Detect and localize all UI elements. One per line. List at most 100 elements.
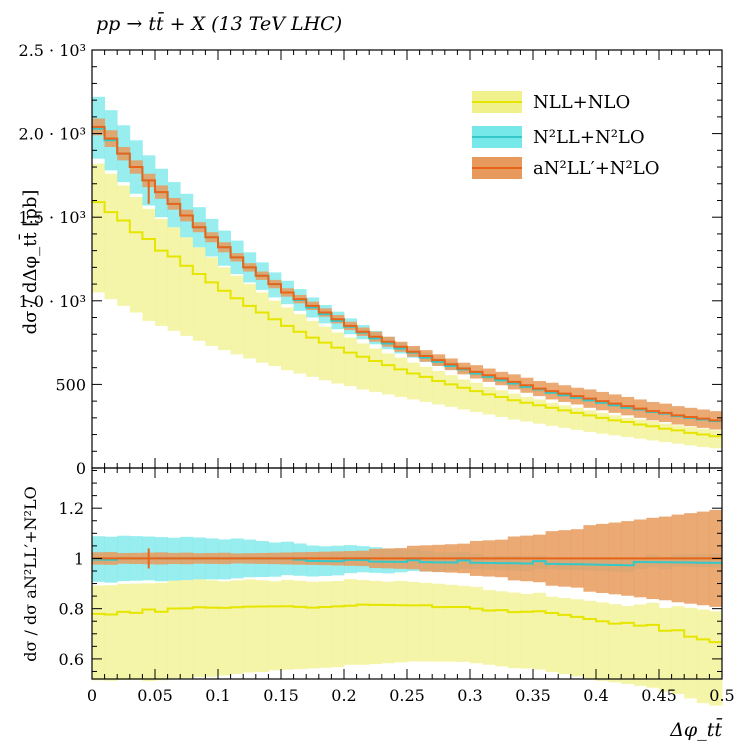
ratio-ticks: 0.6 0.8 1 1.2 <box>59 468 723 679</box>
band-bin-nll-nlo <box>92 163 105 293</box>
x-tick-label: 0.35 <box>515 686 551 705</box>
main-y-tick-label: 2.5 · 10³ <box>19 41 86 60</box>
ratio-lines <box>92 548 722 644</box>
main-lines <box>92 125 722 438</box>
main-y-axis-label: dσ / dΔφ_tt̄ [pb] <box>17 190 41 335</box>
central-line-nll-nlo <box>92 201 722 438</box>
band-bin-nll-nlo <box>432 371 446 405</box>
band-bin-nll-nlo <box>457 379 471 410</box>
x-tick-label: 0.1 <box>205 686 230 705</box>
band-bin-nll-nlo <box>470 382 483 412</box>
x-axis-label: Δφ_tt̄ <box>669 717 722 741</box>
legend: NLL+NLO N²LL+N²LO aN²LL′+N²LO <box>472 91 659 179</box>
x-tick-labels: 0 0.05 0.1 0.15 0.2 0.25 0.3 0.35 0.4 0.45 0.5 <box>87 686 735 705</box>
ratio-band-bin-nll-nlo <box>255 580 269 673</box>
x-tick-label: 0.4 <box>583 686 608 705</box>
ratio-band-bin-nll-nlo <box>192 579 206 678</box>
ratio-line-nll-nlo <box>92 603 722 644</box>
band-bin-nll-nlo <box>608 415 622 436</box>
band-bin-nll-nlo <box>394 357 408 397</box>
ratio-band-bin-nll-nlo <box>407 581 420 662</box>
x-tick-label: 0.15 <box>263 686 299 705</box>
ratio-band-bin-nll-nlo <box>432 583 446 662</box>
band-bin-nll-nlo <box>596 412 609 434</box>
band-bin-nll-nlo <box>281 307 294 371</box>
ratio-band-bin-nll-nlo <box>596 602 609 681</box>
main-y-tick-label: 500 <box>55 375 86 394</box>
band-bin-nll-nlo <box>344 337 357 387</box>
ratio-band-bin-nll-nlo <box>457 585 471 662</box>
main-y-tick-label: 0 <box>76 459 86 478</box>
band-bin-nll-nlo <box>381 353 395 395</box>
band-bin-nll-nlo <box>533 399 546 424</box>
ratio-band-bin-nll-nlo <box>344 579 357 665</box>
band-bin-nll-nlo <box>558 405 572 428</box>
band-bin-nll-nlo <box>671 425 685 444</box>
band-bin-nll-nlo <box>255 292 269 363</box>
main-y-tick-label: 1.0 · 10³ <box>19 292 86 311</box>
main-y-tick-label: 2.0 · 10³ <box>19 125 86 144</box>
ratio-y-tick-label: 0.6 <box>59 650 84 669</box>
main-bands <box>92 96 723 449</box>
band-bin-nll-nlo <box>293 314 307 374</box>
ratio-band-bin-nll-nlo <box>218 581 231 676</box>
x-tick-label: 0.25 <box>389 686 425 705</box>
band-bin-nll-nlo <box>180 237 194 336</box>
central-line-an-ll-n-lo <box>92 125 722 422</box>
ratio-band-bin-nll-nlo <box>507 592 521 669</box>
ratio-band-bin-nll-nlo <box>545 596 559 673</box>
chart-title: pp → tt̄ + X (13 TeV LHC) <box>96 11 342 35</box>
band-bin-nll-nlo <box>306 320 320 377</box>
ratio-band-bin-nll-nlo <box>155 582 168 681</box>
legend-label: NLL+NLO <box>533 92 630 113</box>
ratio-band-bin-nll-nlo <box>243 579 257 673</box>
band-bin-nll-nlo <box>155 218 168 326</box>
band-bin-nll-nlo <box>583 410 597 433</box>
band-bin-nll-nlo <box>218 267 231 351</box>
ratio-band-bin-nll-nlo <box>180 580 194 679</box>
ratio-band-bin-nll-nlo <box>293 580 307 670</box>
ratio-band-bin-nll-nlo <box>684 607 698 699</box>
band-bin-nll-nlo <box>230 275 244 355</box>
main-y-tick-label: 1.5 · 10³ <box>19 208 86 227</box>
band-bin-nll-nlo <box>545 402 559 426</box>
band-bin-nll-nlo <box>268 300 282 367</box>
ratio-band-bin-nll-nlo <box>142 583 156 682</box>
ratio-band-bin-nll-nlo <box>205 580 219 677</box>
band-bin-nll-nlo <box>507 393 521 420</box>
band-bin-nll-nlo <box>646 421 660 441</box>
band-bin-nll-nlo <box>104 173 118 300</box>
ratio-y-tick-label: 0.8 <box>59 600 84 619</box>
ratio-band-bin-nll-nlo <box>570 599 584 677</box>
ratio-band-bin-nll-nlo <box>621 605 635 685</box>
band-bin-nll-nlo <box>495 390 509 417</box>
ratio-band-bin-nll-nlo <box>482 590 496 665</box>
band-bin-nll-nlo <box>709 430 723 449</box>
ratio-band-bin-nll-nlo <box>419 582 433 662</box>
band-bin-nll-nlo <box>205 257 219 346</box>
ratio-band-bin-nll-nlo <box>495 591 509 667</box>
x-tick-label: 0.3 <box>457 686 482 705</box>
ratio-band-bin-nll-nlo <box>318 581 332 668</box>
ratio-band-bin-nll-nlo <box>520 593 534 669</box>
x-tick-label: 0.45 <box>641 686 677 705</box>
x-tick-label: 0.5 <box>709 686 734 705</box>
ratio-band-bin-nll-nlo <box>306 581 320 669</box>
x-tick-label: 0.05 <box>137 686 173 705</box>
x-tick-label: 0 <box>87 686 97 705</box>
ratio-band-bin-nll-nlo <box>646 602 660 688</box>
band-bin-nll-nlo <box>142 208 156 321</box>
ratio-band-bin-nll-nlo <box>381 581 395 664</box>
ratio-band-bin-nll-nlo <box>268 581 282 671</box>
band-bin-nll-nlo <box>192 247 206 341</box>
ratio-band-bin-nll-nlo <box>444 584 458 662</box>
band-bin-nll-nlo <box>570 407 584 430</box>
ratio-y-tick-label: 1 <box>74 549 84 568</box>
legend-label: N²LL+N²LO <box>533 127 645 148</box>
band-bin-nll-nlo <box>167 227 181 331</box>
x-tick-label: 0.2 <box>331 686 356 705</box>
band-bin-nll-nlo <box>684 427 698 446</box>
band-bin-nll-nlo <box>633 419 647 439</box>
